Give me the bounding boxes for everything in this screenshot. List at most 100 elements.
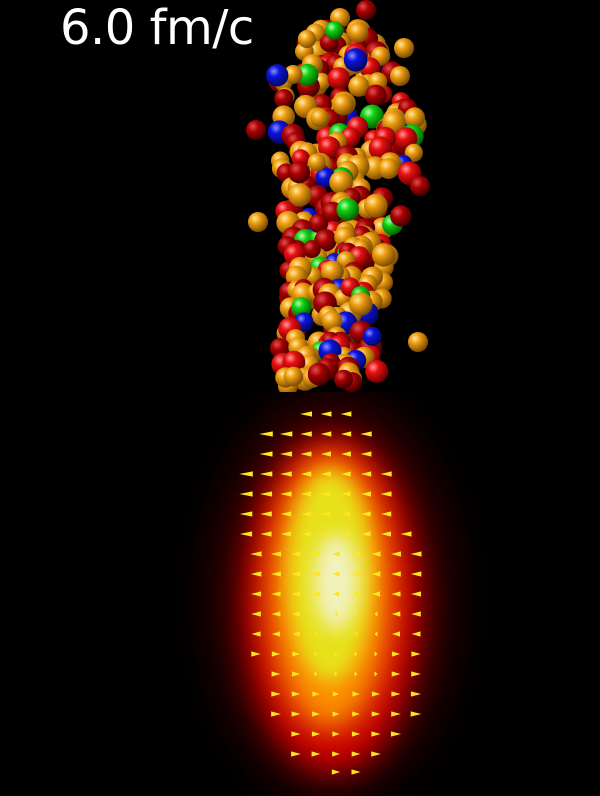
particle-red xyxy=(327,67,351,90)
velocity-arrow xyxy=(411,631,421,637)
velocity-arrow xyxy=(400,531,412,537)
velocity-arrow xyxy=(371,551,381,557)
velocity-arrow xyxy=(271,631,281,637)
velocity-arrow xyxy=(374,611,378,617)
velocity-arrow xyxy=(291,551,301,557)
velocity-arrow xyxy=(239,471,253,477)
velocity-arrow xyxy=(321,531,331,537)
particle-green xyxy=(291,297,312,318)
velocity-arrow xyxy=(332,711,340,717)
field-density-glow xyxy=(214,397,450,796)
velocity-arrow xyxy=(312,571,320,577)
particle-green xyxy=(325,21,344,40)
particle-orange xyxy=(378,158,400,179)
velocity-arrow xyxy=(260,511,272,517)
velocity-arrow xyxy=(352,711,360,717)
velocity-arrow xyxy=(411,651,421,657)
velocity-arrow xyxy=(251,631,261,637)
velocity-arrow xyxy=(380,471,392,477)
velocity-arrow xyxy=(300,471,312,477)
velocity-arrow xyxy=(342,531,350,537)
energy-density-field xyxy=(214,397,450,796)
velocity-arrow xyxy=(271,571,281,577)
velocity-arrow xyxy=(411,591,421,597)
velocity-arrow xyxy=(341,511,351,517)
velocity-arrow xyxy=(311,551,321,557)
velocity-arrow xyxy=(320,411,332,417)
velocity-arrow xyxy=(331,769,341,775)
particle-orange xyxy=(310,108,329,128)
particle-red xyxy=(318,136,341,159)
velocity-arrow xyxy=(341,471,351,477)
velocity-arrow xyxy=(279,431,293,437)
particle-orange xyxy=(321,260,343,283)
velocity-arrow xyxy=(301,531,311,537)
velocity-arrow xyxy=(332,571,340,577)
time-label: 6.0 fm/c xyxy=(60,0,254,56)
velocity-arrow xyxy=(271,671,281,677)
particle-orange xyxy=(394,38,414,58)
velocity-arrow xyxy=(291,591,301,597)
velocity-arrow xyxy=(280,491,292,497)
velocity-arrow xyxy=(391,571,401,577)
velocity-arrow xyxy=(300,411,312,417)
particle-orange xyxy=(283,366,304,387)
velocity-arrow xyxy=(411,671,421,677)
velocity-arrow xyxy=(291,711,301,717)
particle-orange xyxy=(329,170,354,195)
velocity-arrow xyxy=(311,751,321,757)
velocity-arrow xyxy=(271,591,281,597)
velocity-arrow xyxy=(314,651,318,657)
velocity-arrow xyxy=(391,611,401,617)
velocity-arrow xyxy=(291,691,301,697)
velocity-arrow xyxy=(321,491,331,497)
velocity-arrow xyxy=(332,731,340,737)
energy-density-field-panel xyxy=(0,392,600,796)
velocity-arrow xyxy=(391,591,401,597)
field-hot-core xyxy=(314,534,358,630)
velocity-arrow xyxy=(361,531,371,537)
velocity-arrow xyxy=(391,691,401,697)
particle-darkred xyxy=(302,240,321,259)
velocity-arrow xyxy=(380,491,392,497)
velocity-arrow xyxy=(314,671,318,677)
velocity-arrow xyxy=(321,471,331,477)
velocity-arrow xyxy=(340,411,352,417)
velocity-arrow xyxy=(391,551,401,557)
velocity-arrow xyxy=(271,611,281,617)
velocity-arrow xyxy=(352,591,360,597)
velocity-arrow xyxy=(391,651,401,657)
velocity-arrow xyxy=(354,671,358,677)
velocity-arrow xyxy=(301,511,311,517)
particle-darkred xyxy=(288,161,311,184)
velocity-arrow xyxy=(340,431,352,437)
particle-orange xyxy=(404,107,425,129)
velocity-arrow xyxy=(292,651,300,657)
particle-orange xyxy=(307,153,326,172)
velocity-arrow xyxy=(354,611,358,617)
velocity-arrow xyxy=(312,711,320,717)
particle-darkred xyxy=(274,89,294,108)
particle-orange xyxy=(371,243,396,267)
velocity-arrow xyxy=(352,551,360,557)
particle-red xyxy=(365,359,389,383)
velocity-arrow xyxy=(372,591,380,597)
particle-green xyxy=(296,63,319,87)
particle-orange xyxy=(348,22,369,43)
particle-darkred xyxy=(365,84,387,107)
particle-orange xyxy=(248,212,268,232)
velocity-arrow xyxy=(354,651,358,657)
particle-blue xyxy=(343,48,368,72)
velocity-arrow xyxy=(381,531,391,537)
velocity-arrow xyxy=(371,751,381,757)
velocity-arrow xyxy=(271,711,281,717)
velocity-arrow xyxy=(360,471,372,477)
velocity-arrow xyxy=(239,511,253,517)
velocity-arrow xyxy=(314,611,318,617)
velocity-arrow xyxy=(334,651,338,657)
velocity-arrow xyxy=(360,431,372,437)
particle-orange xyxy=(408,332,428,352)
particle-darkred xyxy=(356,0,376,20)
velocity-arrow xyxy=(270,551,282,557)
particle-blue xyxy=(362,326,382,347)
